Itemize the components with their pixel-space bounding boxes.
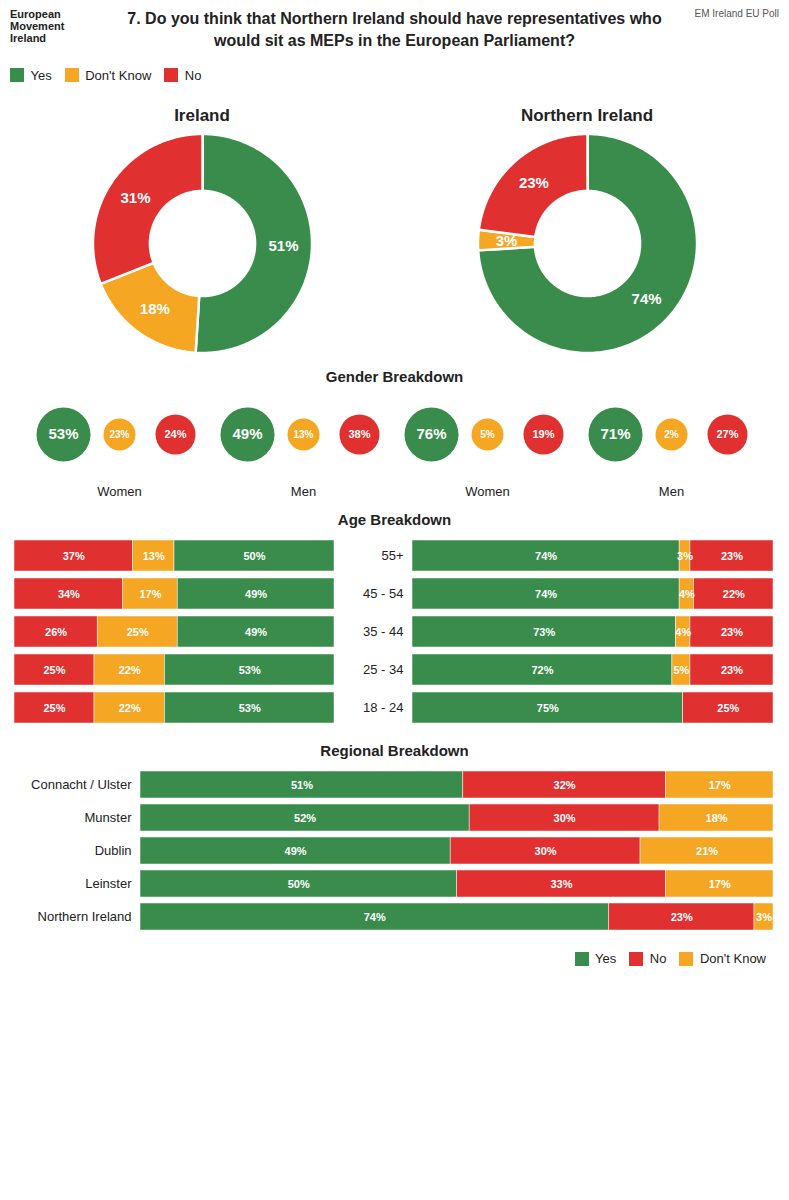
svg-text:17%: 17% <box>139 588 161 600</box>
svg-text:17%: 17% <box>709 878 731 890</box>
svg-text:25 - 34: 25 - 34 <box>363 662 403 677</box>
svg-text:4%: 4% <box>679 588 695 600</box>
svg-text:Leinster: Leinster <box>85 876 132 891</box>
svg-text:73%: 73% <box>533 626 555 638</box>
svg-text:50%: 50% <box>243 550 265 562</box>
svg-text:22%: 22% <box>119 702 141 714</box>
svg-text:51%: 51% <box>291 779 313 791</box>
svg-text:71%: 71% <box>600 426 630 443</box>
svg-text:25%: 25% <box>127 626 149 638</box>
html-text:No: No <box>649 951 667 967</box>
svg-text:18%: 18% <box>706 812 728 824</box>
svg-text:23%: 23% <box>721 664 743 676</box>
html-text:Regional Breakdown: Regional Breakdown <box>320 742 469 760</box>
html-text:7. Do you think that Northern: 7. Do you think that Northern Ireland sh… <box>127 10 662 50</box>
svg-text:3%: 3% <box>496 232 518 249</box>
svg-text:31%: 31% <box>120 189 150 206</box>
svg-text:74%: 74% <box>364 911 386 923</box>
svg-text:24%: 24% <box>164 428 186 440</box>
html-text:Don't Know: Don't Know <box>85 67 152 83</box>
svg-text:25%: 25% <box>43 702 65 714</box>
html-text:No: No <box>184 67 202 83</box>
svg-text:27%: 27% <box>716 428 738 440</box>
svg-text:53%: 53% <box>48 426 78 443</box>
svg-text:25%: 25% <box>717 702 739 714</box>
svg-text:49%: 49% <box>232 426 262 443</box>
html-text:European Movement Ireland: European Movement Ireland <box>10 8 65 44</box>
svg-text:2%: 2% <box>664 429 679 440</box>
svg-text:22%: 22% <box>119 664 141 676</box>
svg-text:13%: 13% <box>293 429 313 440</box>
svg-text:76%: 76% <box>416 426 446 443</box>
svg-text:38%: 38% <box>348 428 370 440</box>
svg-text:35 - 44: 35 - 44 <box>363 624 403 639</box>
svg-text:37%: 37% <box>63 550 85 562</box>
svg-text:Women: Women <box>97 484 142 499</box>
html-text:Gender Breakdown: Gender Breakdown <box>325 368 464 386</box>
svg-text:Men: Men <box>659 484 684 499</box>
svg-text:49%: 49% <box>245 626 267 638</box>
svg-text:51%: 51% <box>268 237 298 254</box>
svg-text:53%: 53% <box>239 702 261 714</box>
svg-text:5%: 5% <box>480 429 495 440</box>
svg-text:Women: Women <box>465 484 510 499</box>
svg-text:Men: Men <box>291 484 316 499</box>
svg-text:55+: 55+ <box>381 548 403 563</box>
svg-text:Connacht / Ulster: Connacht / Ulster <box>31 777 132 792</box>
svg-text:18 - 24: 18 - 24 <box>363 700 403 715</box>
html-text:Age Breakdown: Age Breakdown <box>337 511 452 529</box>
svg-text:21%: 21% <box>696 845 718 857</box>
svg-text:3%: 3% <box>677 550 693 562</box>
svg-text:13%: 13% <box>143 550 165 562</box>
html-text:Ireland: Ireland <box>174 106 230 126</box>
svg-text:4%: 4% <box>675 626 691 638</box>
svg-text:3%: 3% <box>756 911 772 923</box>
svg-text:23%: 23% <box>519 174 549 191</box>
svg-text:18%: 18% <box>140 300 170 317</box>
svg-text:23%: 23% <box>721 550 743 562</box>
svg-text:23%: 23% <box>109 429 129 440</box>
svg-text:26%: 26% <box>45 626 67 638</box>
svg-text:5%: 5% <box>673 664 689 676</box>
svg-text:23%: 23% <box>671 911 693 923</box>
svg-text:30%: 30% <box>554 812 576 824</box>
svg-text:74%: 74% <box>535 550 557 562</box>
svg-text:25%: 25% <box>43 664 65 676</box>
html-text:Northern Ireland: Northern Ireland <box>520 106 654 126</box>
svg-text:49%: 49% <box>245 588 267 600</box>
svg-text:50%: 50% <box>288 878 310 890</box>
svg-text:74%: 74% <box>632 290 662 307</box>
html-text:Yes: Yes <box>30 67 52 83</box>
svg-text:74%: 74% <box>535 588 557 600</box>
svg-text:17%: 17% <box>709 779 731 791</box>
svg-text:32%: 32% <box>554 779 576 791</box>
html-text:Yes: Yes <box>595 951 617 967</box>
svg-text:75%: 75% <box>537 702 559 714</box>
svg-text:34%: 34% <box>58 588 80 600</box>
svg-text:Munster: Munster <box>85 810 133 825</box>
svg-text:49%: 49% <box>285 845 307 857</box>
svg-text:Northern Ireland: Northern Ireland <box>38 909 132 924</box>
svg-text:45 - 54: 45 - 54 <box>363 586 403 601</box>
svg-text:72%: 72% <box>531 664 553 676</box>
svg-text:19%: 19% <box>532 428 554 440</box>
svg-text:53%: 53% <box>239 664 261 676</box>
html-text:EM Ireland EU Poll: EM Ireland EU Poll <box>694 8 779 19</box>
svg-text:23%: 23% <box>721 626 743 638</box>
svg-text:30%: 30% <box>535 845 557 857</box>
svg-text:22%: 22% <box>723 588 745 600</box>
html-text:Don't Know: Don't Know <box>699 951 766 967</box>
svg-text:Dublin: Dublin <box>95 843 132 858</box>
svg-text:33%: 33% <box>550 878 572 890</box>
svg-text:52%: 52% <box>294 812 316 824</box>
